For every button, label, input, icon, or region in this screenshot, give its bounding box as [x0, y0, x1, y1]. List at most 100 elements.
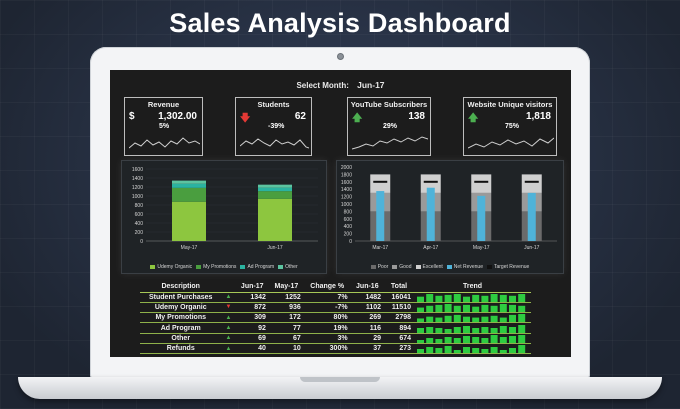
- trend-bar: [518, 345, 526, 354]
- kpi-title: Website Unique visitors: [467, 100, 553, 109]
- trend-bar: [453, 350, 461, 354]
- arrow-up-icon: 🡅: [468, 113, 479, 124]
- table-row[interactable]: Ad Program ▲ 92 77 19% 116 894: [140, 322, 531, 334]
- x-tick-label: Jun-17: [524, 245, 540, 251]
- kpi-card-students[interactable]: Students 🡇 62 -39%: [235, 97, 312, 156]
- chart-legend: Poor Good Excellent Net Revenue Target Reven…: [337, 264, 563, 270]
- legend-swatch: [446, 264, 452, 269]
- table-row[interactable]: Refunds ▲ 40 10 300% 37 273: [140, 343, 531, 355]
- trend-bar: [417, 339, 424, 343]
- column-header[interactable]: Total: [384, 282, 414, 293]
- kpi-card-revenue[interactable]: Revenue $ 1,302.00 5%: [124, 97, 203, 156]
- trend-cell: [414, 292, 531, 303]
- kpi-card-youtube[interactable]: YouTube Subscribers 🡅 138 29%: [347, 97, 431, 156]
- trend-bar: [518, 314, 526, 323]
- trend-bar: [435, 348, 443, 354]
- trend-bar: [499, 294, 507, 302]
- column-header[interactable]: Jun-16: [350, 282, 385, 293]
- trend-bar: [444, 294, 452, 302]
- trend-bar: [435, 338, 443, 343]
- trend-bar: [463, 304, 470, 312]
- target-marker: [524, 180, 539, 183]
- trend-sparkbars: [417, 324, 526, 333]
- trend-bar: [417, 318, 424, 323]
- trend-bar: [426, 305, 434, 312]
- trend-bar: [490, 305, 498, 312]
- cell-jun16: 37: [350, 343, 385, 355]
- trend-bar: [463, 325, 470, 333]
- table-row[interactable]: Other ▲ 69 67 3% 29 674: [140, 333, 531, 344]
- table-row[interactable]: Student Purchases ▲ 1342 1252 7% 1482 16041: [140, 292, 531, 303]
- cell-jun17: 872: [235, 302, 269, 314]
- arrow-up-icon: ▲: [221, 343, 236, 355]
- y-tick-label: 0: [349, 239, 352, 245]
- legend-label: Poor: [377, 264, 389, 270]
- trend-bar: [509, 326, 516, 333]
- table-row[interactable]: My Promotions ▲ 309 172 80% 269 2798: [140, 312, 531, 324]
- legend-swatch: [240, 264, 246, 269]
- cell-may17: 936: [268, 302, 304, 314]
- y-tick-label: 1400: [341, 187, 352, 193]
- table-row[interactable]: Udemy Organic ▼ 872 936 -7% 1102 11510: [140, 302, 531, 314]
- trend-bar: [426, 293, 434, 302]
- trend-sparkbars: [417, 334, 526, 343]
- month-selector[interactable]: Select Month: Jun-17: [110, 80, 571, 90]
- trend-bar: [518, 305, 526, 312]
- trend-sparkbars: [417, 345, 526, 354]
- y-tick-label: 800: [135, 203, 144, 209]
- kpi-value: 1,818: [525, 111, 551, 122]
- kpi-title: Revenue: [147, 100, 180, 109]
- kpi-change: 5%: [159, 123, 170, 130]
- column-header[interactable]: Description: [140, 282, 222, 293]
- trend-cell: [414, 343, 531, 355]
- y-tick-label: 400: [344, 224, 353, 230]
- bullet-chart-panel: 0 200 400 600 800 1000 1200 1400 1600 1800 2000 Mar…: [336, 160, 564, 274]
- cell-jun17: 92: [235, 322, 269, 334]
- y-tick-label: 1000: [341, 202, 352, 208]
- trend-bar: [463, 347, 470, 354]
- trend-bar: [490, 327, 498, 333]
- legend-label: Ad Program: [247, 264, 275, 270]
- legend-swatch: [392, 264, 398, 269]
- trend-bar: [509, 348, 516, 354]
- trend-bar: [490, 347, 498, 354]
- sparkline-icon: [468, 137, 554, 149]
- page-title: Sales Analysis Dashboard: [169, 8, 511, 38]
- target-marker: [373, 180, 388, 183]
- select-month-value[interactable]: Jun-17: [357, 80, 385, 90]
- trend-bar: [481, 349, 489, 354]
- kpi-value: 138: [408, 111, 425, 122]
- net-revenue-bar: [527, 192, 536, 241]
- trend-bar: [472, 317, 480, 323]
- trend-sparkbars: [417, 293, 526, 302]
- y-tick-label: 400: [135, 221, 144, 227]
- column-header[interactable]: May-17: [268, 282, 304, 293]
- row-description: Udemy Organic: [140, 302, 222, 314]
- cell-jun16: 116: [350, 322, 385, 334]
- kpi-title: YouTube Subscribers: [350, 100, 428, 109]
- y-tick-label: 1800: [341, 172, 352, 178]
- column-header[interactable]: Jun-17: [235, 282, 269, 293]
- column-header[interactable]: Change %: [303, 282, 351, 293]
- column-header[interactable]: [221, 282, 236, 293]
- cell-jun17: 69: [235, 333, 269, 344]
- trend-bar: [518, 334, 526, 343]
- cell-change: -7%: [303, 302, 351, 314]
- trend-bar: [453, 293, 461, 302]
- trend-cell: [414, 302, 531, 314]
- chart-legend: Udemy Organic My Promotions Ad Program Othe…: [122, 264, 326, 270]
- trend-bar: [444, 303, 452, 312]
- column-header[interactable]: Trend: [414, 282, 531, 293]
- dollar-icon: $: [129, 111, 135, 122]
- cell-change: 7%: [303, 292, 351, 303]
- cell-jun17: 309: [235, 312, 269, 324]
- cell-change: 19%: [303, 322, 351, 334]
- trend-bar: [463, 316, 470, 323]
- trend-bar: [472, 336, 480, 343]
- kpi-card-website-visitors[interactable]: Website Unique visitors 🡅 1,818 75%: [463, 97, 557, 156]
- trend-bar: [481, 316, 489, 323]
- legend-item: My Promotions: [196, 264, 236, 270]
- trend-bar: [509, 295, 516, 302]
- trend-bar: [453, 337, 461, 343]
- band-segment: [471, 174, 492, 193]
